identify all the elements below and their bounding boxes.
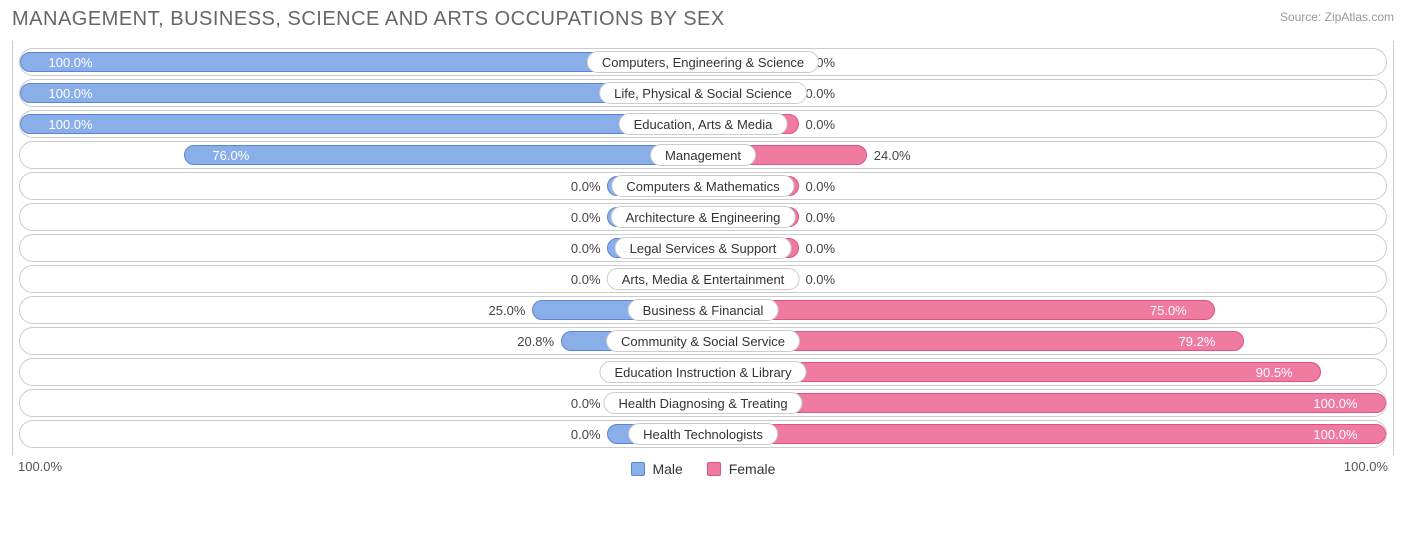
female-bar: [703, 424, 1386, 444]
category-label: Arts, Media & Entertainment: [607, 268, 800, 290]
male-swatch: [631, 462, 645, 476]
category-label: Legal Services & Support: [615, 237, 792, 259]
bar-row: 25.0% 75.0% Business & Financial: [19, 296, 1387, 324]
legend-male: Male: [631, 461, 683, 477]
female-value: 100.0%: [1313, 390, 1365, 416]
bar-row: 0.0% 100.0% Health Technologists: [19, 420, 1387, 448]
bar-row: 0.0% 0.0% Computers & Mathematics: [19, 172, 1387, 200]
category-label: Management: [650, 144, 756, 166]
female-value: 0.0%: [805, 111, 835, 137]
bar-row: 0.0% 0.0% Architecture & Engineering: [19, 203, 1387, 231]
category-label: Education Instruction & Library: [599, 361, 806, 383]
male-bar: [184, 145, 703, 165]
male-value: 0.0%: [571, 173, 601, 199]
male-value: 0.0%: [571, 390, 601, 416]
male-value: 0.0%: [571, 266, 601, 292]
category-label: Computers & Mathematics: [611, 175, 794, 197]
x-axis: 100.0% Male Female 100.0%: [12, 455, 1394, 477]
female-value: 75.0%: [1150, 297, 1195, 323]
axis-right-label: 100.0%: [1344, 459, 1388, 477]
bar-row: 100.0%0.0%Computers, Engineering & Scien…: [19, 48, 1387, 76]
female-bar: [703, 393, 1386, 413]
male-bar: [20, 114, 703, 134]
female-value: 90.5%: [1256, 359, 1301, 385]
female-value: 100.0%: [1313, 421, 1365, 447]
female-value: 0.0%: [805, 173, 835, 199]
male-value: 100.0%: [41, 111, 93, 137]
bar-row: 100.0% 0.0%Life, Physical & Social Scienc…: [19, 79, 1387, 107]
female-value: 0.0%: [805, 266, 835, 292]
chart-header: MANAGEMENT, BUSINESS, SCIENCE AND ARTS O…: [12, 8, 1394, 31]
female-value: 24.0%: [874, 142, 911, 168]
category-label: Computers, Engineering & Science: [587, 51, 819, 73]
category-label: Business & Financial: [628, 299, 779, 321]
bar-row: 9.5%90.5%Education Instruction & Library: [19, 358, 1387, 386]
source-label: Source:: [1280, 10, 1321, 24]
male-value: 0.0%: [571, 204, 601, 230]
bar-row: 0.0% 0.0% Legal Services & Support: [19, 234, 1387, 262]
bar-row: 0.0% 100.0% Health Diagnosing & Treating: [19, 389, 1387, 417]
chart-source: Source: ZipAtlas.com: [1280, 8, 1394, 24]
male-value: 76.0%: [204, 142, 249, 168]
male-value: 0.0%: [571, 235, 601, 261]
legend-male-label: Male: [652, 461, 682, 477]
chart-plot-area: 100.0% 0.0% Computers, Engineering & Scien…: [12, 41, 1394, 455]
legend: Male Female: [631, 461, 776, 477]
category-label: Health Technologists: [628, 423, 778, 445]
male-value: 20.8%: [517, 328, 554, 354]
male-value: 100.0%: [41, 49, 93, 75]
category-label: Education, Arts & Media: [619, 113, 788, 135]
bar-row: 100.0% 0.0% Education, Arts & Media: [19, 110, 1387, 138]
bar-row: 0.0%0.0%Arts, Media & Entertainment: [19, 265, 1387, 293]
legend-female: Female: [707, 461, 776, 477]
category-label: Architecture & Engineering: [611, 206, 796, 228]
male-value: 25.0%: [489, 297, 526, 323]
bar-row: 76.0% 24.0% Management: [19, 141, 1387, 169]
male-value: 100.0%: [41, 80, 93, 106]
female-swatch: [707, 462, 721, 476]
female-value: 0.0%: [805, 204, 835, 230]
legend-female-label: Female: [729, 461, 776, 477]
bar-row: 20.8% 79.2% Community & Social Service: [19, 327, 1387, 355]
female-value: 0.0%: [805, 235, 835, 261]
chart-title: MANAGEMENT, BUSINESS, SCIENCE AND ARTS O…: [12, 8, 725, 31]
female-value: 0.0%: [805, 80, 835, 106]
category-label: Health Diagnosing & Treating: [603, 392, 802, 414]
category-label: Community & Social Service: [606, 330, 800, 352]
source-name: ZipAtlas.com: [1325, 10, 1394, 24]
female-bar: [703, 300, 1215, 320]
female-value: 79.2%: [1179, 328, 1224, 354]
axis-left-label: 100.0%: [18, 459, 62, 477]
category-label: Life, Physical & Social Science: [599, 82, 807, 104]
male-value: 0.0%: [571, 421, 601, 447]
